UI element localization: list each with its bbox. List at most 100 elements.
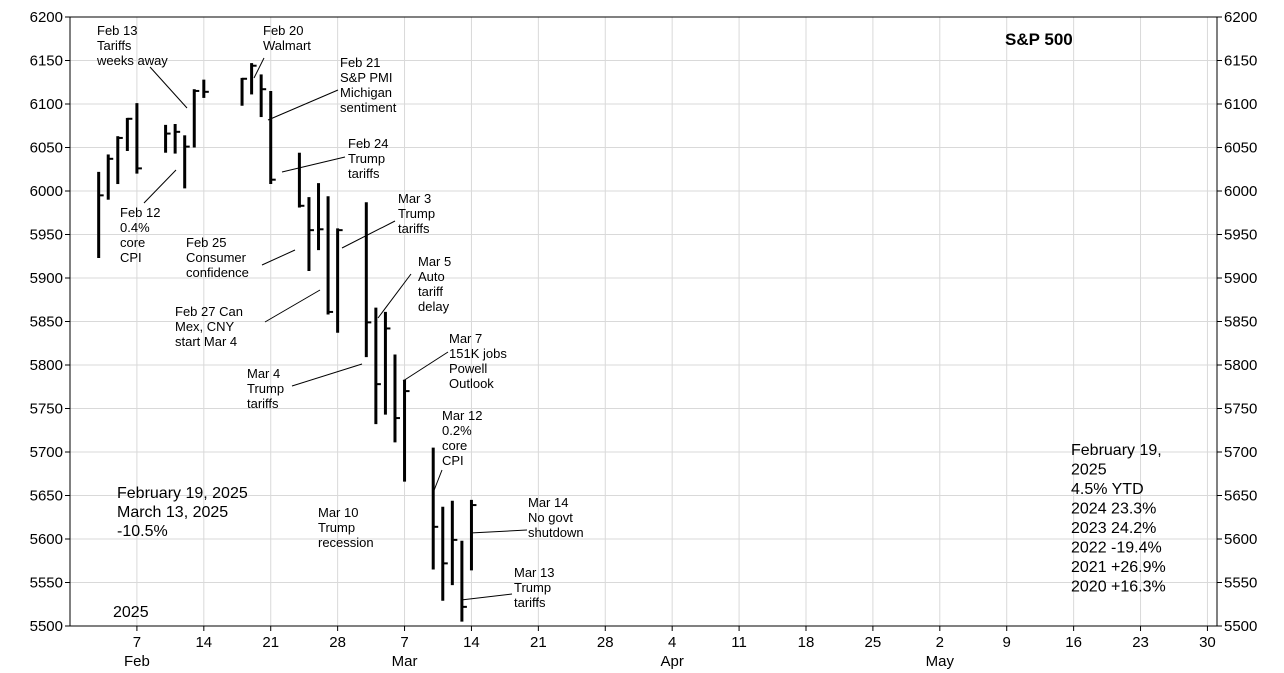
x-tick-label: 28 [329,634,346,651]
y-tick-label-right: 5950 [1224,227,1257,244]
annotation-mar3: Mar 3 [398,191,431,206]
y-tick-label-right: 6000 [1224,183,1257,200]
y-axis-right: 5500 5550 5600 5650 5700 5750 5800 5850 5900 5950… [1217,9,1257,635]
returns-line: 2022 -19.4% [1071,540,1162,557]
annotation-mar7: Powell [449,361,487,376]
y-tick-label-left: 5800 [30,357,63,374]
annotation-feb21: Michigan [340,85,392,100]
annotation-mar5: tariff [418,284,443,299]
drawdown-line: March 13, 2025 [117,504,228,521]
x-tick-label: 16 [1065,634,1082,651]
returns-line: February 19, [1071,442,1162,459]
annotation-mar7: Outlook [449,376,494,391]
x-tick-label: 18 [798,634,815,651]
y-tick-label-left: 5850 [30,314,63,331]
annotation-feb12: 0.4% [120,220,150,235]
annotation-feb20: Walmart [263,38,311,53]
annotation-feb25: Feb 25 [186,235,226,250]
leader-mar4 [291,363,363,387]
x-tick-label: 14 [195,634,212,651]
x-tick-label: 23 [1132,634,1149,651]
leader-mar12 [432,469,443,494]
y-tick-label-left: 5500 [30,618,63,635]
drawdown-box: February 19, 2025 March 13, 2025 -10.5% [117,485,248,540]
leader-mar3 [341,220,396,249]
x-tick-label: 30 [1199,634,1216,651]
leader-feb24 [281,156,346,173]
leader-feb20 [253,57,265,79]
y-tick-label-right: 6200 [1224,9,1257,26]
returns-line: 2023 24.2% [1071,520,1156,537]
annotation-mar13: Trump [514,580,551,595]
y-tick-label-right: 5800 [1224,357,1257,374]
x-month-label: Apr [661,653,684,670]
y-tick-label-right: 5850 [1224,314,1257,331]
y-tick-label-left: 6050 [30,140,63,157]
leader-feb13 [149,66,188,109]
annotation-feb12: Feb 12 [120,205,160,220]
y-tick-label-right: 5500 [1224,618,1257,635]
y-tick-label-right: 5650 [1224,488,1257,505]
drawdown-line: February 19, 2025 [117,485,248,502]
y-tick-label-left: 5900 [30,270,63,287]
annotation-mar7: Mar 7 [449,331,482,346]
x-axis: 7 Feb 14 21 28 7 Mar 14 21 28 4 Apr 11 18 25 2 May 9 16 23 3… [124,626,1216,670]
x-tick-label: 28 [597,634,614,651]
x-tick-label: 14 [463,634,480,651]
annotation-feb21: S&P PMI [340,70,393,85]
annotation-mar14: No govt [528,510,573,525]
year-label: 2025 [113,604,149,621]
y-tick-label-left: 5700 [30,444,63,461]
leader-mar5 [377,273,412,319]
annotation-mar12: 0.2% [442,423,472,438]
leader-mar7 [402,351,449,382]
annotation-mar13: tariffs [514,595,546,610]
annotation-mar7: 151K jobs [449,346,507,361]
annotation-feb24: Trump [348,151,385,166]
annotation-mar12: CPI [442,453,464,468]
y-tick-label-right: 6150 [1224,53,1257,70]
x-tick-label: 9 [1003,634,1011,651]
annotation-mar13: Mar 13 [514,565,554,580]
x-tick-label: 2 [936,634,944,651]
returns-line: 2024 23.3% [1071,501,1156,518]
annotation-mar12: Mar 12 [442,408,482,423]
leader-feb21 [267,89,339,121]
annotation-mar10: Mar 10 [318,505,358,520]
annotation-feb13: Feb 13 [97,23,137,38]
leader-mar13 [460,593,513,601]
x-month-label: Mar [392,653,418,670]
annotation-mar3: tariffs [398,221,430,236]
y-tick-label-left: 5650 [30,488,63,505]
leader-mar14 [469,529,528,534]
leader-feb27 [264,289,321,323]
annotation-feb25: confidence [186,265,249,280]
x-tick-label: 7 [400,634,408,651]
x-tick-label: 25 [865,634,882,651]
x-tick-label: 21 [262,634,279,651]
y-tick-label-right: 5750 [1224,401,1257,418]
annotation-mar5: Mar 5 [418,254,451,269]
annotation-mar5: delay [418,299,450,314]
returns-line: 2025 [1071,462,1107,479]
y-tick-label-left: 5550 [30,575,63,592]
returns-line: 2021 +26.9% [1071,559,1166,576]
x-tick-label: 21 [530,634,547,651]
annotation-mar4: tariffs [247,396,279,411]
annotation-mar14: Mar 14 [528,495,568,510]
annotation-mar5: Auto [418,269,445,284]
x-tick-label: 11 [731,634,747,651]
annotation-mar10: recession [318,535,374,550]
y-tick-label-right: 5900 [1224,270,1257,287]
y-tick-label-left: 5750 [30,401,63,418]
annotation-mar4: Mar 4 [247,366,280,381]
x-tick-label: 7 [133,634,141,651]
returns-line: 2020 +16.3% [1071,579,1166,596]
annotation-mar4: Trump [247,381,284,396]
y-axis-left: 5500 5550 5600 5650 5700 5750 5800 5850 5900 5950… [30,9,70,635]
y-tick-label-left: 6100 [30,96,63,113]
annotation-feb27: start Mar 4 [175,334,237,349]
